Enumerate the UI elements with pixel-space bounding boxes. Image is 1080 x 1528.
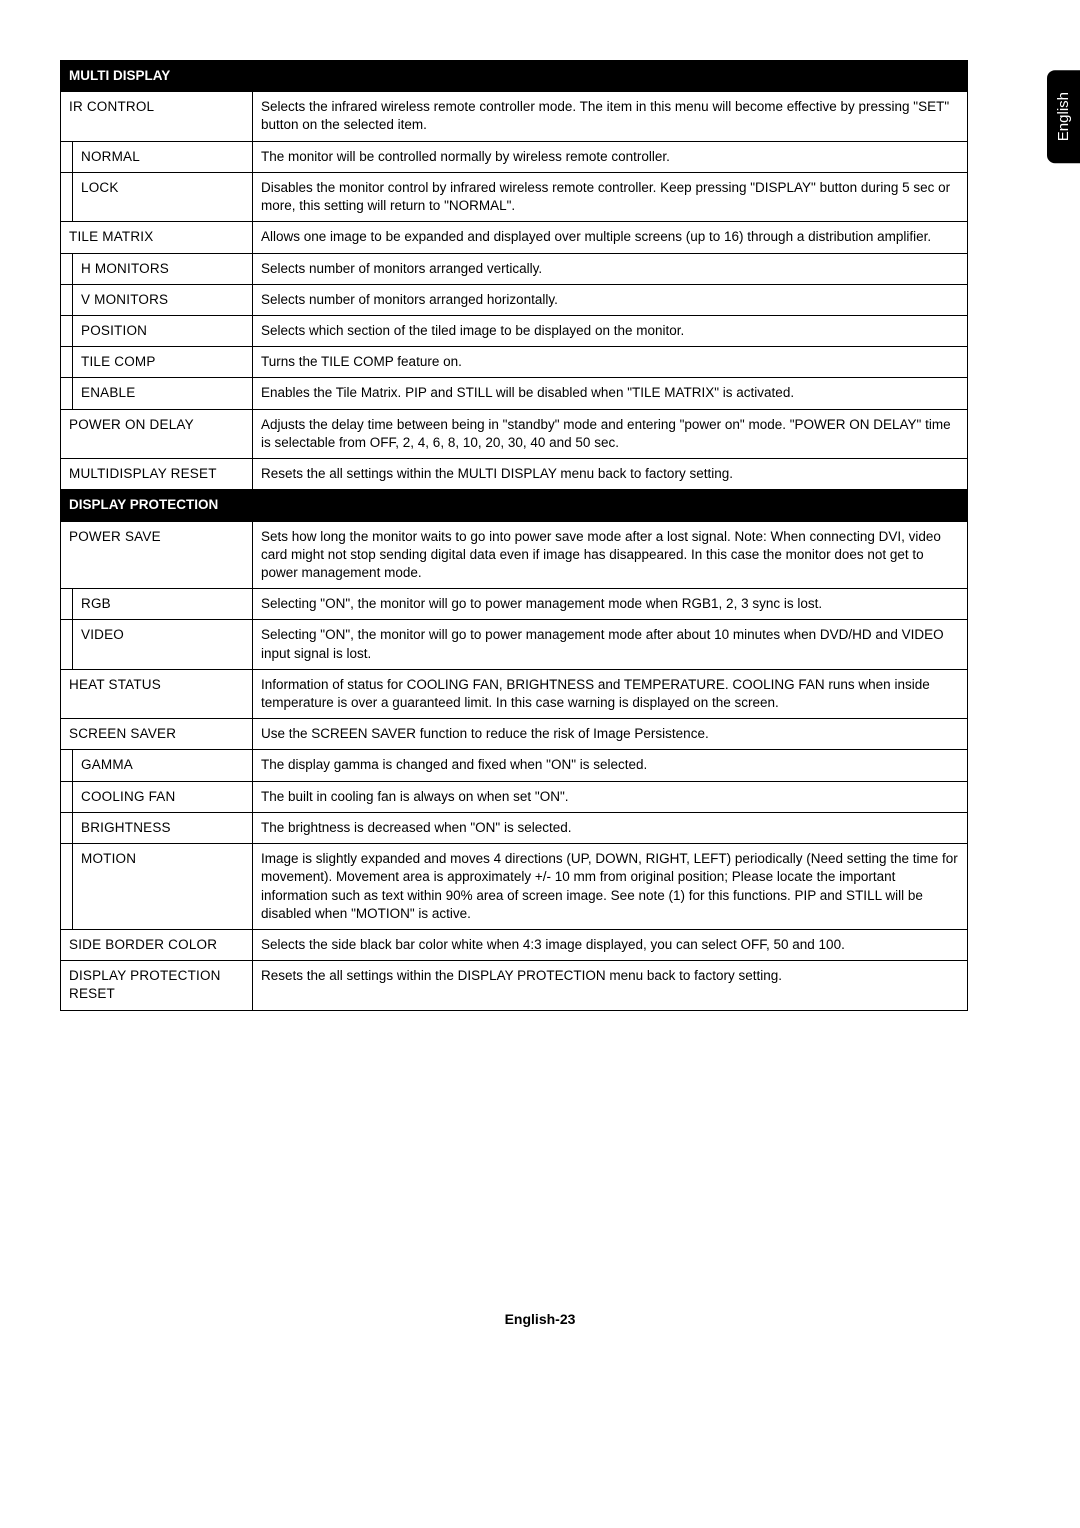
row-label: V MONITORS — [73, 284, 253, 315]
row-desc: Image is slightly expanded and moves 4 d… — [253, 844, 968, 930]
row-desc: The built in cooling fan is always on wh… — [253, 781, 968, 812]
indent-cell — [61, 141, 73, 172]
table-row: V MONITORS Selects number of monitors ar… — [61, 284, 968, 315]
row-label: DISPLAY PROTECTION RESET — [61, 961, 253, 1010]
row-label: HEAT STATUS — [61, 669, 253, 718]
table-row: POWER ON DELAY Adjusts the delay time be… — [61, 409, 968, 458]
row-label: POWER SAVE — [61, 521, 253, 589]
table-row: RGB Selecting "ON", the monitor will go … — [61, 589, 968, 620]
row-label: IR CONTROL — [61, 92, 253, 141]
indent-cell — [61, 589, 73, 620]
row-desc: Use the SCREEN SAVER function to reduce … — [253, 719, 968, 750]
table-row: HEAT STATUS Information of status for CO… — [61, 669, 968, 718]
indent-cell — [61, 378, 73, 409]
row-desc: Turns the TILE COMP feature on. — [253, 347, 968, 378]
row-label: VIDEO — [73, 620, 253, 669]
row-desc: Sets how long the monitor waits to go in… — [253, 521, 968, 589]
table-row: SIDE BORDER COLOR Selects the side black… — [61, 930, 968, 961]
table-row: POSITION Selects which section of the ti… — [61, 315, 968, 346]
row-desc: Allows one image to be expanded and disp… — [253, 222, 968, 253]
manual-page: English MULTI DISPLAY IR CONTROL Selects… — [0, 0, 1080, 1011]
row-label: TILE COMP — [73, 347, 253, 378]
row-label: RGB — [73, 589, 253, 620]
indent-cell — [61, 172, 73, 221]
row-label: LOCK — [73, 172, 253, 221]
row-label: POWER ON DELAY — [61, 409, 253, 458]
section-header-display-protection: DISPLAY PROTECTION — [61, 490, 968, 521]
table-row: H MONITORS Selects number of monitors ar… — [61, 253, 968, 284]
row-desc: Adjusts the delay time between being in … — [253, 409, 968, 458]
row-label: MULTIDISPLAY RESET — [61, 459, 253, 490]
indent-cell — [61, 812, 73, 843]
row-desc: Resets the all settings within the MULTI… — [253, 459, 968, 490]
indent-cell — [61, 781, 73, 812]
row-label: H MONITORS — [73, 253, 253, 284]
indent-cell — [61, 284, 73, 315]
table-row: ENABLE Enables the Tile Matrix. PIP and … — [61, 378, 968, 409]
page-number: English-23 — [0, 1011, 1080, 1367]
table-row: TILE COMP Turns the TILE COMP feature on… — [61, 347, 968, 378]
row-label: MOTION — [73, 844, 253, 930]
table-row: BRIGHTNESS The brightness is decreased w… — [61, 812, 968, 843]
row-label: SIDE BORDER COLOR — [61, 930, 253, 961]
row-label: POSITION — [73, 315, 253, 346]
row-desc: Enables the Tile Matrix. PIP and STILL w… — [253, 378, 968, 409]
row-desc: Selects the infrared wireless remote con… — [253, 92, 968, 141]
indent-cell — [61, 315, 73, 346]
row-desc: Disables the monitor control by infrared… — [253, 172, 968, 221]
row-desc: Selects number of monitors arranged vert… — [253, 253, 968, 284]
row-label: GAMMA — [73, 750, 253, 781]
section-header-multi-display: MULTI DISPLAY — [61, 61, 968, 92]
row-desc: The brightness is decreased when "ON" is… — [253, 812, 968, 843]
row-label: SCREEN SAVER — [61, 719, 253, 750]
row-desc: Information of status for COOLING FAN, B… — [253, 669, 968, 718]
table-row: VIDEO Selecting "ON", the monitor will g… — [61, 620, 968, 669]
table-row: SCREEN SAVER Use the SCREEN SAVER functi… — [61, 719, 968, 750]
indent-cell — [61, 347, 73, 378]
table-row: POWER SAVE Sets how long the monitor wai… — [61, 521, 968, 589]
row-desc: The display gamma is changed and fixed w… — [253, 750, 968, 781]
settings-table: MULTI DISPLAY IR CONTROL Selects the inf… — [60, 60, 968, 1011]
table-row: GAMMA The display gamma is changed and f… — [61, 750, 968, 781]
table-row: LOCK Disables the monitor control by inf… — [61, 172, 968, 221]
indent-cell — [61, 253, 73, 284]
language-tab: English — [1047, 70, 1080, 163]
table-row: MULTIDISPLAY RESET Resets the all settin… — [61, 459, 968, 490]
row-label: COOLING FAN — [73, 781, 253, 812]
row-desc: Selects which section of the tiled image… — [253, 315, 968, 346]
table-row: TILE MATRIX Allows one image to be expan… — [61, 222, 968, 253]
indent-cell — [61, 750, 73, 781]
row-desc: Selecting "ON", the monitor will go to p… — [253, 589, 968, 620]
table-row: IR CONTROL Selects the infrared wireless… — [61, 92, 968, 141]
row-label: TILE MATRIX — [61, 222, 253, 253]
row-desc: Selecting "ON", the monitor will go to p… — [253, 620, 968, 669]
row-label: BRIGHTNESS — [73, 812, 253, 843]
indent-cell — [61, 844, 73, 930]
table-row: MULTI DISPLAY — [61, 61, 968, 92]
indent-cell — [61, 620, 73, 669]
table-row: COOLING FAN The built in cooling fan is … — [61, 781, 968, 812]
table-row: DISPLAY PROTECTION RESET Resets the all … — [61, 961, 968, 1010]
row-desc: Selects the side black bar color white w… — [253, 930, 968, 961]
row-desc: The monitor will be controlled normally … — [253, 141, 968, 172]
table-row: NORMAL The monitor will be controlled no… — [61, 141, 968, 172]
row-label: ENABLE — [73, 378, 253, 409]
table-row: DISPLAY PROTECTION — [61, 490, 968, 521]
row-desc: Selects number of monitors arranged hori… — [253, 284, 968, 315]
table-row: MOTION Image is slightly expanded and mo… — [61, 844, 968, 930]
row-desc: Resets the all settings within the DISPL… — [253, 961, 968, 1010]
row-label: NORMAL — [73, 141, 253, 172]
